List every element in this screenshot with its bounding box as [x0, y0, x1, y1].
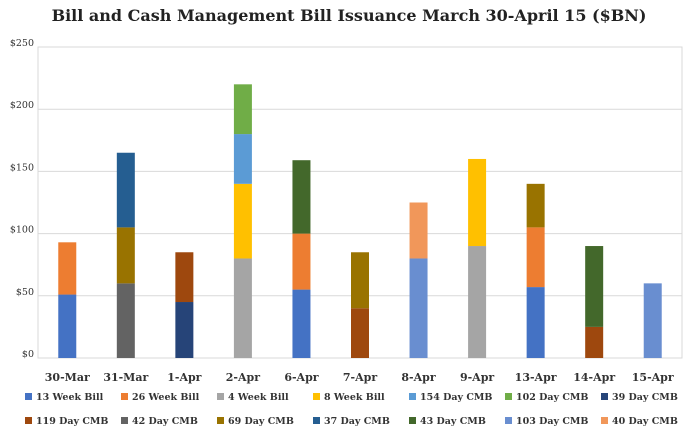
x-tick-label: 13-Apr: [515, 371, 557, 384]
legend-label: 37 Day CMB: [324, 416, 390, 427]
bar-segment: [233, 134, 252, 184]
legend-label: 13 Week Bill: [36, 392, 104, 403]
legend-label: 40 Day CMB: [612, 416, 678, 427]
bar-segment: [58, 294, 77, 358]
legend-swatch: [409, 417, 416, 424]
y-tick-label: $200: [10, 100, 34, 111]
y-tick-label: $100: [10, 225, 34, 236]
bar-segment: [175, 252, 194, 303]
bar-segment: [292, 160, 311, 234]
bar-segment: [58, 242, 77, 295]
y-tick-label: $150: [10, 162, 34, 173]
bar-segment: [526, 183, 545, 228]
legend-label: 42 Day CMB: [132, 416, 198, 427]
legend-swatch: [217, 417, 224, 424]
bar-segment: [292, 289, 311, 358]
legend-swatch: [601, 393, 608, 400]
legend-swatch: [601, 417, 608, 424]
legend-label: 69 Day CMB: [228, 416, 294, 427]
bar-segment: [116, 227, 135, 284]
chart-title: Bill and Cash Management Bill Issuance M…: [51, 6, 647, 25]
bar-segment: [233, 183, 252, 259]
legend-swatch: [25, 393, 32, 400]
legend-swatch: [217, 393, 224, 400]
x-tick-label: 6-Apr: [284, 371, 318, 384]
x-tick-label: 8-Apr: [401, 371, 435, 384]
legend-swatch: [505, 417, 512, 424]
bar-segment: [526, 227, 545, 288]
bar-segment: [409, 202, 428, 259]
bar-segment: [116, 283, 135, 358]
legend-label: 154 Day CMB: [420, 392, 492, 403]
legend-label: 4 Week Bill: [228, 392, 289, 403]
bar-segment: [468, 246, 487, 358]
legend-swatch: [313, 417, 320, 424]
legend-swatch: [313, 393, 320, 400]
x-tick-label: 9-Apr: [460, 371, 494, 384]
x-tick-label: 30-Mar: [45, 371, 90, 384]
bar-segment: [292, 233, 311, 290]
bar-segment: [585, 326, 604, 358]
x-tick-label: 1-Apr: [167, 371, 201, 384]
legend-swatch: [121, 393, 128, 400]
bar-segment: [526, 287, 545, 358]
legend-swatch: [409, 393, 416, 400]
x-tick-label: 31-Mar: [103, 371, 148, 384]
legend-swatch: [121, 417, 128, 424]
bar-segment: [585, 246, 604, 327]
legend-label: 103 Day CMB: [516, 416, 588, 427]
y-tick-label: $50: [16, 287, 34, 298]
legend-label: 8 Week Bill: [324, 392, 385, 403]
legend-label: 26 Week Bill: [132, 392, 200, 403]
bar-segment: [233, 258, 252, 358]
x-tick-label: 14-Apr: [573, 371, 615, 384]
bar-segment: [643, 283, 662, 358]
x-tick-label: 15-Apr: [632, 371, 674, 384]
legend-label: 39 Day CMB: [612, 392, 678, 403]
legend-label: 102 Day CMB: [516, 392, 588, 403]
y-tick-label: $0: [22, 349, 34, 360]
x-tick-label: 2-Apr: [226, 371, 260, 384]
legend-swatch: [505, 393, 512, 400]
bar-segment: [351, 308, 369, 358]
bar-segment: [116, 152, 135, 228]
bar-segment: [351, 252, 369, 309]
bar-segment: [409, 258, 428, 358]
bar-segment: [233, 84, 252, 135]
x-tick-label: 7-Apr: [343, 371, 377, 384]
y-tick-label: $250: [10, 38, 34, 49]
bar-segment: [175, 302, 194, 358]
bar-segment: [468, 158, 487, 247]
legend-label: 119 Day CMB: [36, 416, 108, 427]
legend-swatch: [25, 417, 32, 424]
legend-label: 43 Day CMB: [420, 416, 486, 427]
